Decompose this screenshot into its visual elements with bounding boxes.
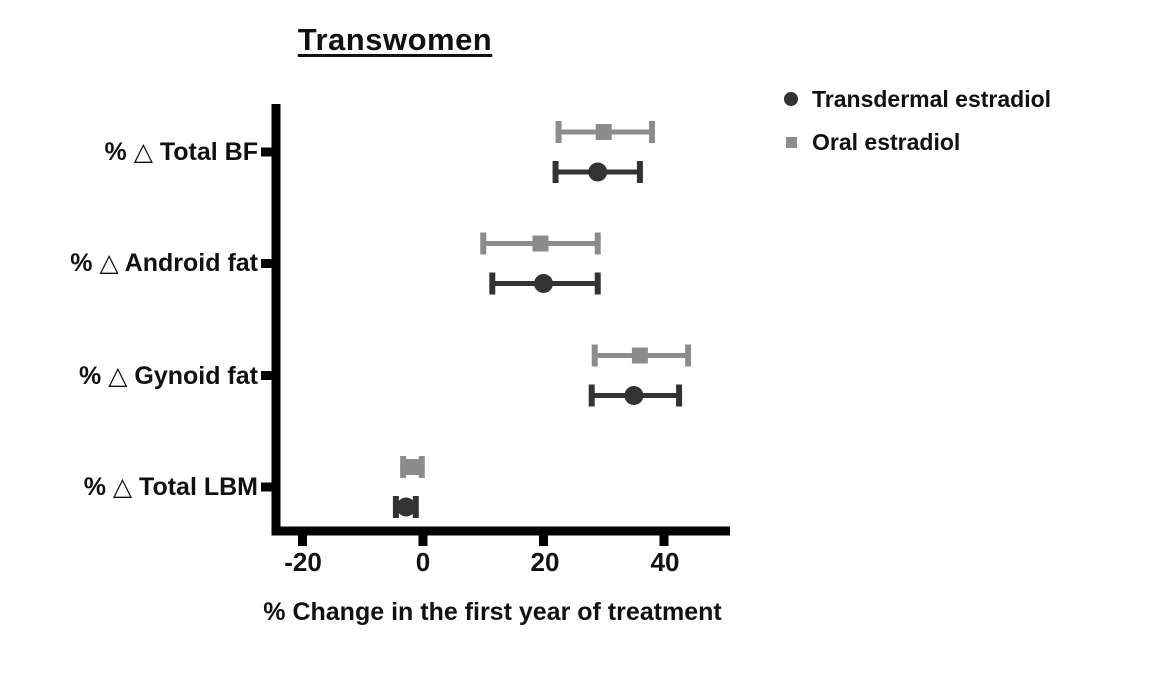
y-axis-label-android-fat: % △ Android fat bbox=[70, 249, 258, 277]
data-point-circle bbox=[588, 162, 608, 182]
x-tick-label-20: 20 bbox=[530, 547, 560, 577]
data-point-square bbox=[595, 124, 612, 140]
legend-item-transdermal: Transdermal estradiol bbox=[778, 84, 1051, 114]
y-axis-label-total-lbm: % △ Total LBM bbox=[83, 473, 258, 501]
legend-label: Transdermal estradiol bbox=[812, 85, 1052, 112]
y-axis-label-total-bf: % △ Total BF bbox=[104, 138, 258, 166]
x-tick-label-neg20: -20 bbox=[284, 547, 322, 577]
data-point-circle bbox=[534, 274, 553, 293]
square-marker-icon bbox=[778, 136, 804, 148]
data-point-square bbox=[404, 459, 421, 475]
circle-marker-icon bbox=[778, 92, 804, 106]
x-axis-title: % Change in the first year of treatment bbox=[263, 598, 722, 626]
y-axis-label-gynoid-fat: % △ Gynoid fat bbox=[79, 362, 258, 390]
legend-label: Oral estradiol bbox=[812, 128, 961, 155]
data-point-circle bbox=[396, 497, 416, 517]
x-tick-label-0: 0 bbox=[415, 547, 431, 577]
x-tick-label-40: 40 bbox=[650, 547, 680, 577]
legend: Transdermal estradiol Oral estradiol bbox=[778, 84, 1051, 170]
data-point-circle bbox=[624, 386, 644, 405]
data-point-square bbox=[532, 235, 549, 252]
legend-item-oral: Oral estradiol bbox=[778, 127, 1051, 157]
data-point-square bbox=[631, 347, 648, 364]
chart-title: Transwomen bbox=[297, 22, 493, 57]
